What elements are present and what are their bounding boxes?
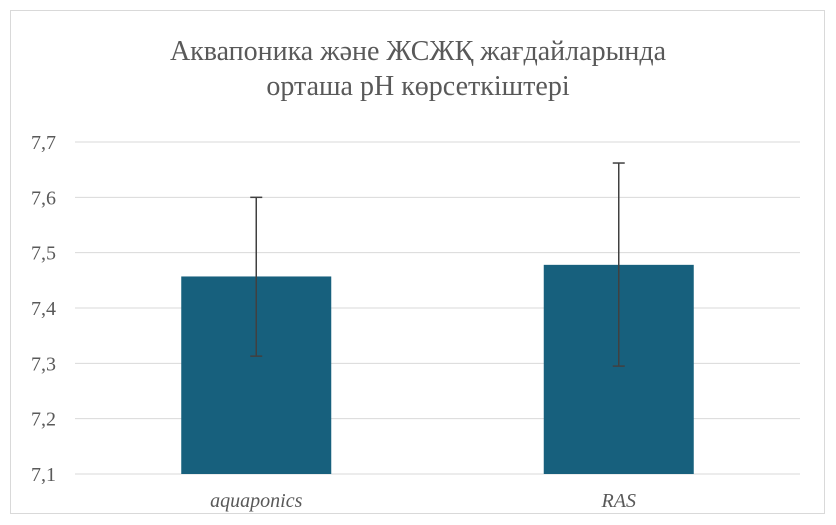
error-bars (250, 162, 625, 367)
y-tick-label: 7,6 (31, 187, 56, 209)
x-category-label: RAS (601, 490, 636, 512)
y-tick-label: 7,3 (31, 353, 56, 375)
y-tick-label: 7,1 (31, 464, 56, 486)
y-tick-label: 7,7 (31, 132, 56, 154)
y-axis-ticks: 7,1 7,2 7,3 7,4 7,5 7,6 7,7 (31, 132, 56, 486)
chart-title-line-1: Аквапоника және ЖСЖҚ жағдайларында (169, 36, 667, 67)
chart-title: Аквапоника және ЖСЖҚ жағдайларында орташ… (0, 34, 836, 104)
y-tick-label: 7,5 (31, 243, 56, 265)
x-axis-labels: aquaponics RAS (210, 490, 636, 512)
bars (181, 264, 694, 474)
chart-title-line-2: орташа рН көрсеткіштері (266, 71, 570, 102)
y-tick-label: 7,2 (31, 409, 56, 431)
x-category-label: aquaponics (210, 490, 302, 512)
y-tick-label: 7,4 (31, 298, 56, 320)
